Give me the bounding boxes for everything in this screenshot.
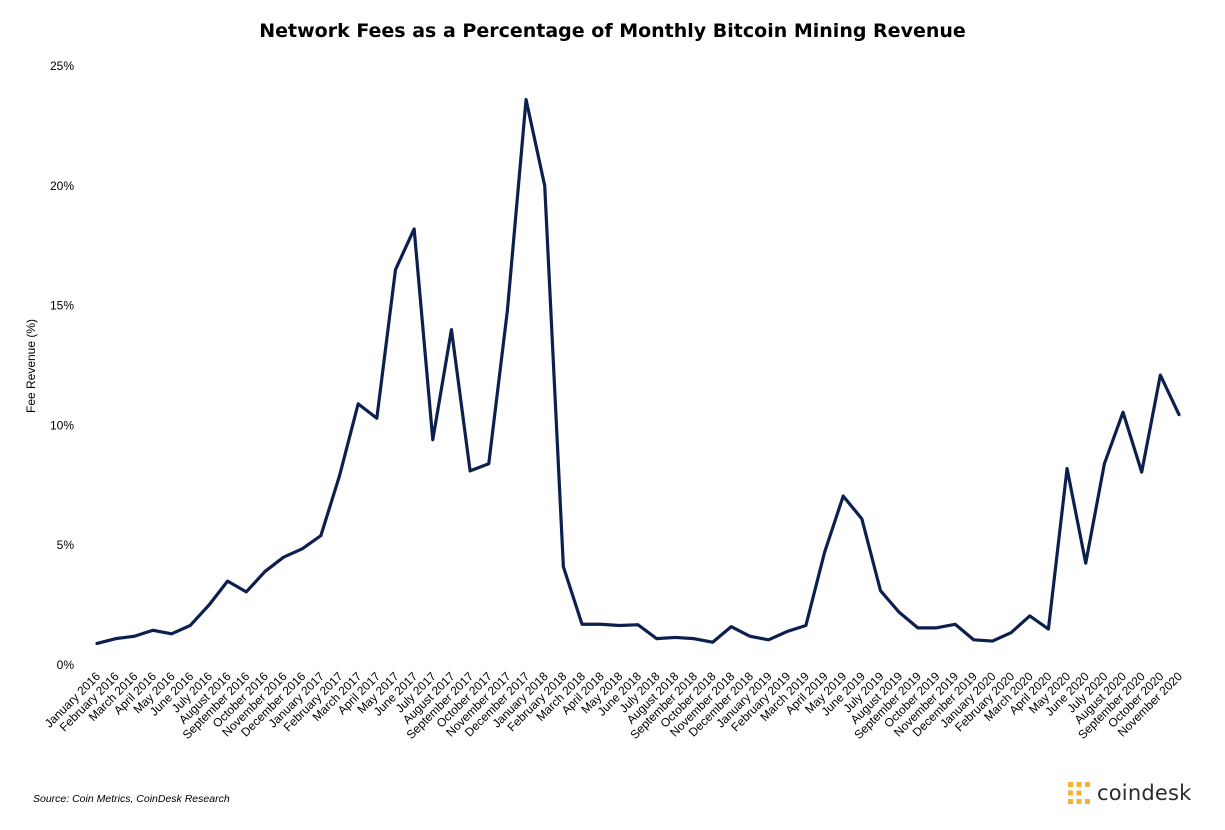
data-point bbox=[898, 611, 901, 614]
data-point bbox=[207, 604, 210, 607]
coindesk-logo-icon bbox=[1068, 782, 1090, 804]
data-point bbox=[562, 565, 565, 568]
data-point bbox=[916, 626, 919, 629]
y-tick-label: 25% bbox=[50, 59, 74, 73]
data-point bbox=[487, 462, 490, 465]
data-point bbox=[935, 626, 938, 629]
data-point bbox=[599, 623, 602, 626]
data-point bbox=[357, 402, 360, 405]
data-point bbox=[674, 636, 677, 639]
data-point bbox=[1103, 462, 1106, 465]
y-axis-ticks: 0% 5% 10% 15% 20% 25% bbox=[50, 59, 74, 672]
data-point bbox=[1028, 614, 1031, 617]
data-point bbox=[431, 438, 434, 441]
chart-title: Network Fees as a Percentage of Monthly … bbox=[259, 20, 966, 42]
data-point bbox=[263, 570, 266, 573]
data-point bbox=[543, 184, 546, 187]
data-point bbox=[319, 534, 322, 537]
data-point bbox=[282, 556, 285, 559]
data-point bbox=[226, 580, 229, 583]
data-point bbox=[1178, 413, 1181, 416]
data-point bbox=[170, 632, 173, 635]
y-tick-label: 0% bbox=[57, 658, 75, 672]
data-point bbox=[618, 624, 621, 627]
series-line bbox=[95, 97, 1181, 646]
data-point bbox=[114, 637, 117, 640]
data-point bbox=[96, 642, 99, 645]
data-point bbox=[133, 635, 136, 638]
data-point bbox=[245, 590, 248, 593]
data-point bbox=[1084, 562, 1087, 565]
data-point bbox=[842, 495, 845, 498]
y-axis-label: Fee Revenue (%) bbox=[24, 319, 38, 413]
source-note: Source: Coin Metrics, CoinDesk Research bbox=[33, 793, 230, 805]
data-point bbox=[1066, 467, 1069, 470]
data-point bbox=[450, 328, 453, 331]
data-point bbox=[804, 624, 807, 627]
data-point bbox=[394, 268, 397, 271]
data-point bbox=[301, 547, 304, 550]
data-point bbox=[1047, 628, 1050, 631]
data-point bbox=[692, 637, 695, 640]
data-point bbox=[506, 309, 509, 312]
data-point bbox=[581, 623, 584, 626]
data-point bbox=[879, 589, 882, 592]
brand-name: coindesk bbox=[1097, 781, 1192, 805]
data-point bbox=[1010, 631, 1013, 634]
data-point bbox=[860, 517, 863, 520]
y-tick-label: 15% bbox=[50, 299, 74, 313]
data-point bbox=[338, 474, 341, 477]
data-point bbox=[972, 638, 975, 641]
data-point bbox=[711, 641, 714, 644]
y-tick-label: 10% bbox=[50, 418, 74, 432]
data-point bbox=[637, 623, 640, 626]
data-point bbox=[786, 630, 789, 633]
data-point bbox=[1122, 411, 1125, 414]
data-point bbox=[655, 637, 658, 640]
data-point bbox=[991, 640, 994, 643]
data-point bbox=[413, 227, 416, 230]
data-point bbox=[1159, 374, 1162, 377]
data-point bbox=[767, 638, 770, 641]
data-point bbox=[189, 624, 192, 627]
data-point bbox=[954, 623, 957, 626]
y-tick-label: 5% bbox=[57, 538, 75, 552]
data-point bbox=[151, 629, 154, 632]
data-points bbox=[96, 98, 1181, 645]
data-point bbox=[525, 98, 528, 101]
data-point bbox=[748, 635, 751, 638]
y-tick-label: 20% bbox=[50, 179, 74, 193]
data-point bbox=[469, 469, 472, 472]
data-point bbox=[1140, 471, 1143, 474]
brand: coindesk bbox=[1068, 781, 1192, 805]
data-point bbox=[730, 625, 733, 628]
data-point bbox=[823, 551, 826, 554]
data-point bbox=[375, 417, 378, 420]
